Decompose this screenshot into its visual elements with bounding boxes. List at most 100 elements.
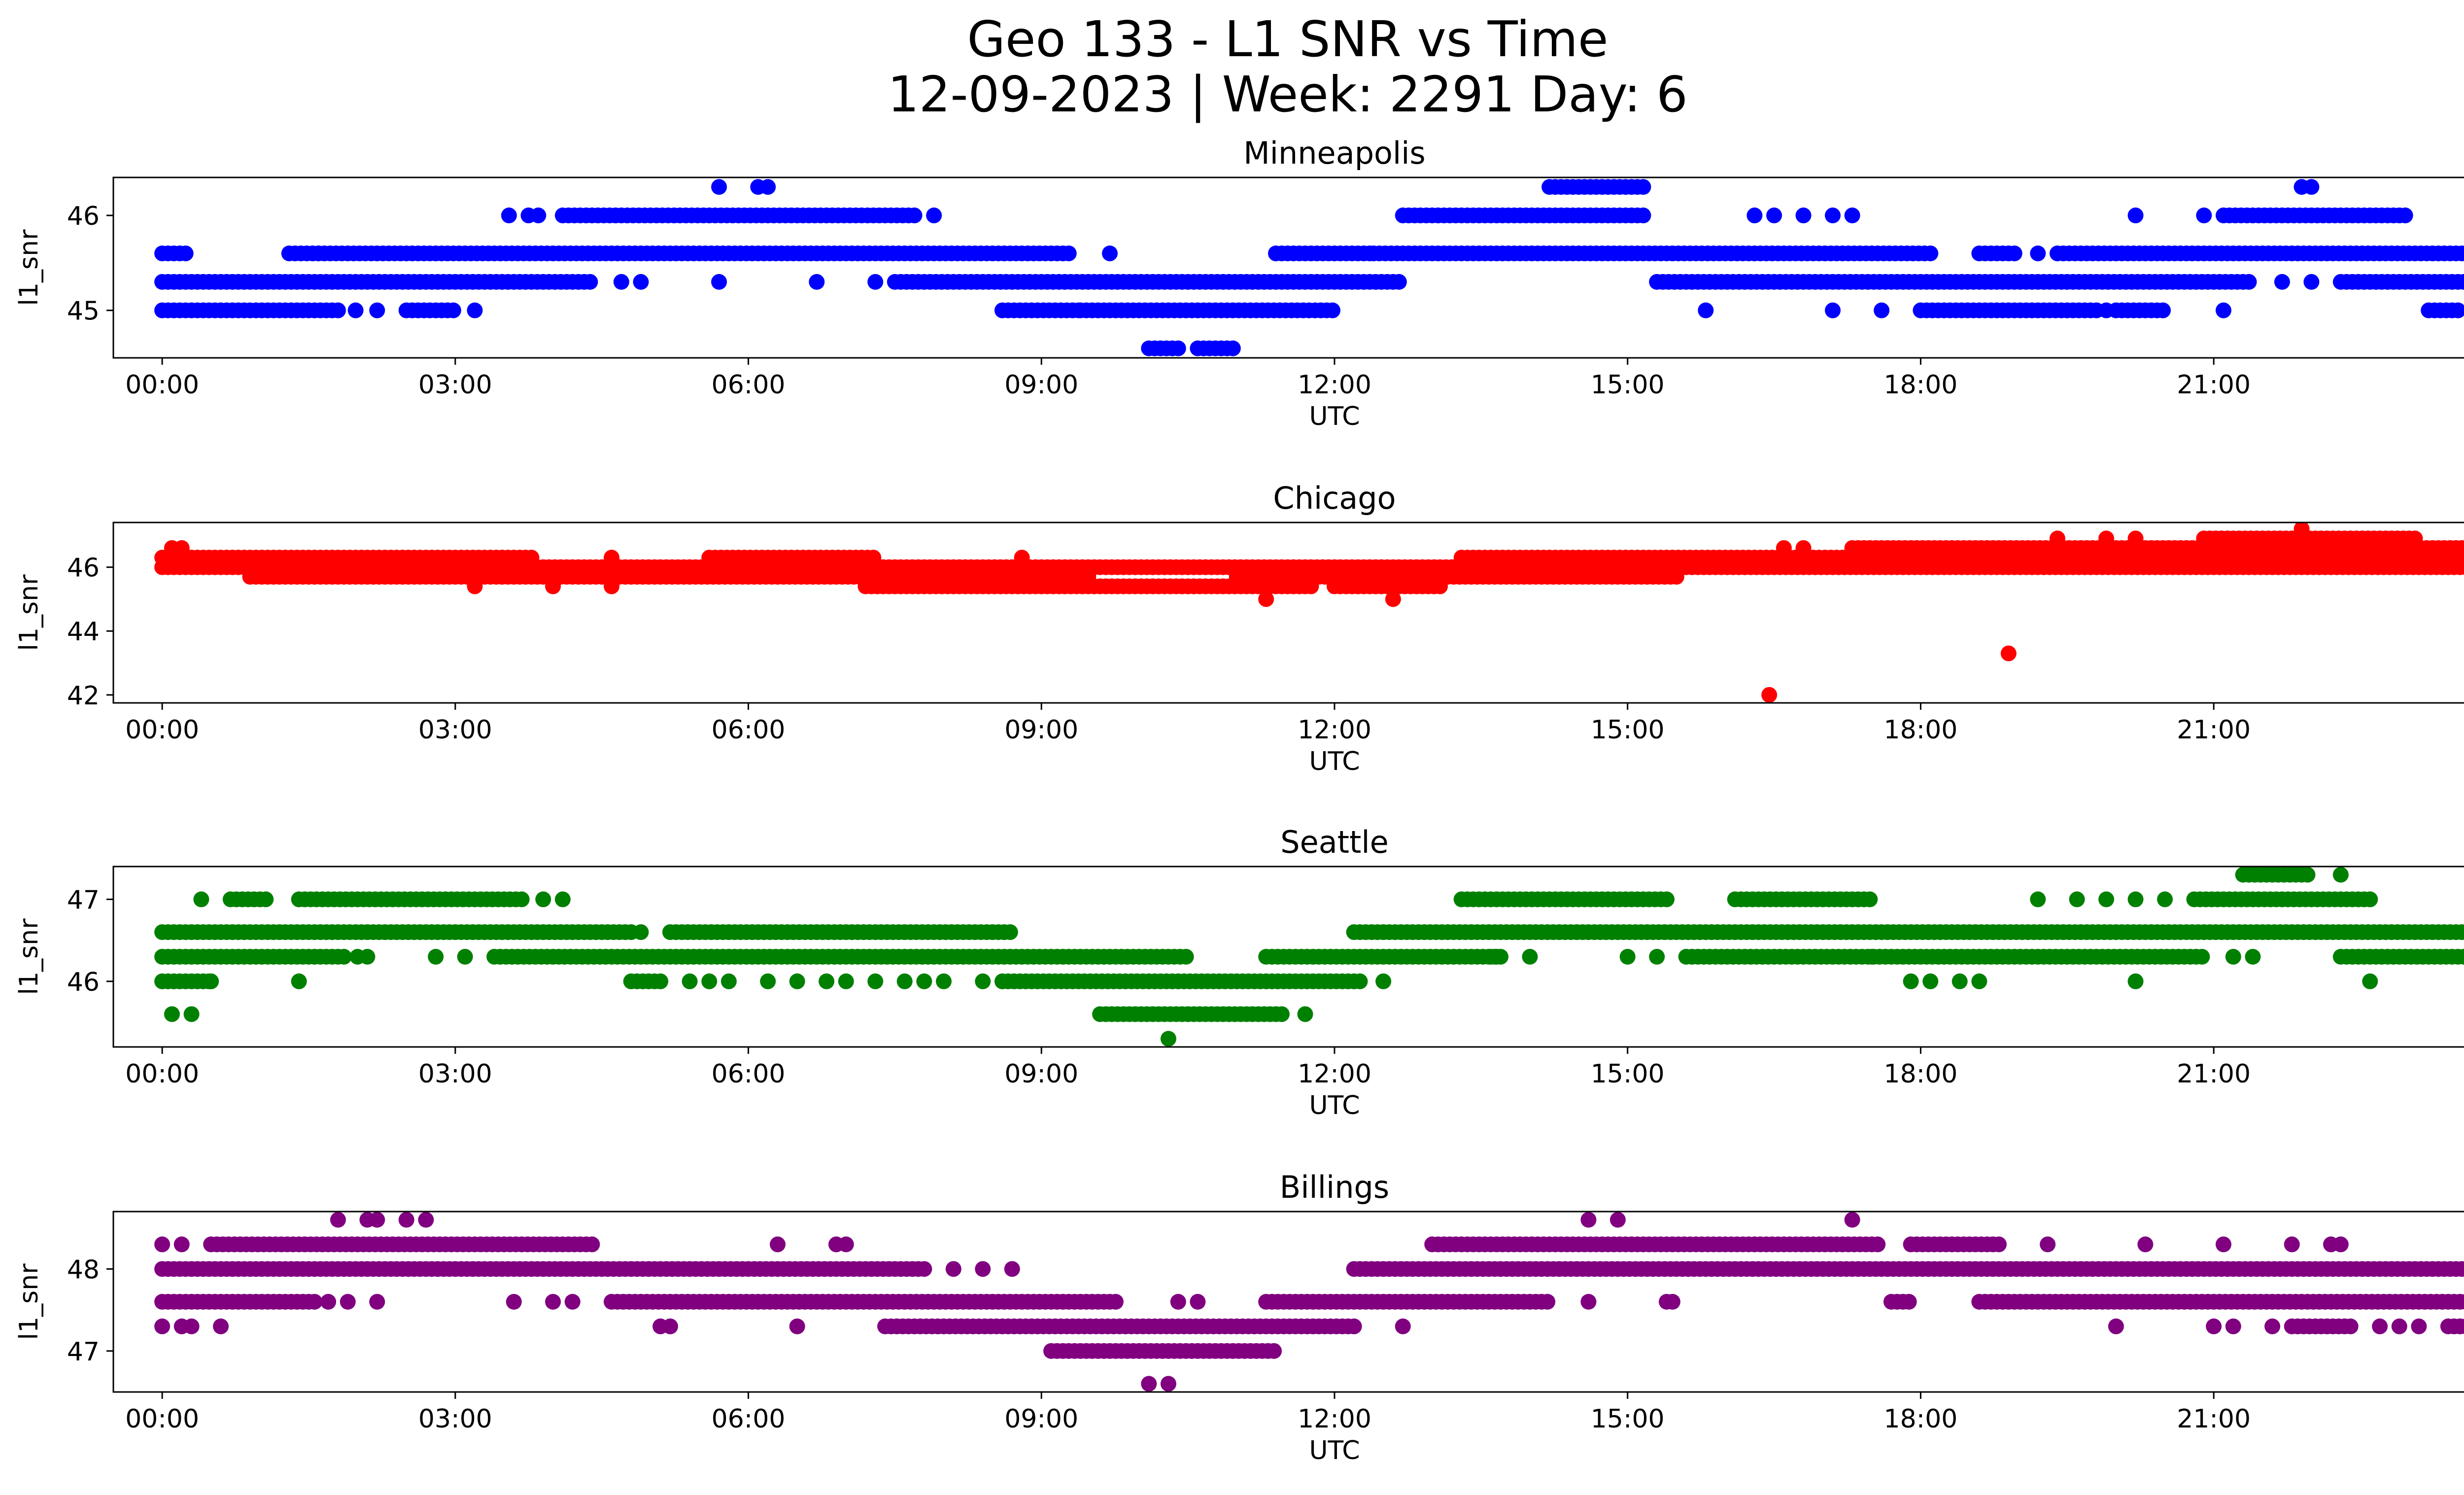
data-point (720, 973, 737, 989)
data-point (1795, 540, 1812, 556)
data-point (1580, 1212, 1597, 1228)
data-point (2460, 246, 2464, 261)
data-point (177, 245, 194, 262)
data-point (1352, 973, 1368, 989)
y-tick-label: 44 (67, 617, 100, 647)
data-point (1901, 1294, 1917, 1310)
data-point (1385, 591, 1401, 607)
data-point (467, 578, 483, 594)
data-point (1825, 302, 1841, 318)
data-point (545, 1294, 561, 1310)
x-tick-label: 03:00 (418, 370, 492, 400)
data-point (2155, 302, 2171, 318)
data-point (789, 973, 805, 989)
y-tick-label: 46 (67, 554, 100, 583)
data-point (1395, 1318, 1411, 1334)
data-point (1273, 1006, 1290, 1022)
data-point (613, 274, 629, 290)
data-points (154, 522, 2464, 703)
x-axis-label: UTC (1309, 747, 1360, 776)
data-point (2206, 1318, 2222, 1334)
data-point (867, 274, 884, 290)
x-tick-label: 21:00 (2177, 1059, 2251, 1089)
data-points (154, 867, 2464, 1047)
data-point (501, 208, 517, 224)
axes-frame (112, 176, 2464, 359)
data-point (506, 1294, 522, 1310)
x-tick-label: 15:00 (1591, 370, 1665, 400)
subplot-minneapolis: Minneapolis 00:00 03:00 06:00 09:00 12:00 15:0… (14, 135, 2464, 431)
x-tick-label: 15:00 (1591, 1059, 1665, 1089)
data-point (2456, 949, 2464, 965)
data-point (1862, 891, 1878, 907)
data-point (428, 949, 444, 965)
data-point (1297, 1006, 1313, 1022)
x-tick-label: 06:00 (712, 1059, 786, 1089)
data-point (1922, 245, 1939, 262)
data-point (183, 1318, 200, 1334)
y-axis-label: l1_snr (14, 574, 44, 651)
y-tick-label: 46 (67, 202, 100, 231)
data-point (445, 302, 461, 318)
subplot-billings: Billings 00:00 03:00 06:00 09:00 12:00 15:00 18… (14, 1169, 2464, 1465)
data-point (2397, 208, 2413, 224)
data-point (975, 973, 991, 989)
data-point (1903, 973, 1919, 989)
data-point (838, 1236, 854, 1252)
subplot-seattle: Seattle 00:00 03:00 06:00 09:00 12:00 15:00 18:… (14, 824, 2464, 1120)
data-point (336, 949, 352, 965)
data-point (1489, 949, 1505, 965)
data-point (916, 973, 932, 989)
data-point (164, 1006, 180, 1022)
x-tick-label: 06:00 (712, 1404, 786, 1434)
y-tick-label: 42 (67, 681, 100, 711)
x-tick-label: 00:00 (125, 370, 199, 400)
data-point (1649, 949, 1665, 965)
data-point (1844, 1212, 1860, 1228)
data-point (330, 1212, 346, 1228)
data-point (2030, 891, 2046, 907)
data-point (1375, 973, 1392, 989)
y-tick-label: 48 (67, 1255, 100, 1285)
data-point (2127, 208, 2144, 224)
data-point (2458, 1319, 2464, 1334)
data-point (1107, 1294, 1124, 1310)
data-point (633, 274, 649, 290)
x-tick-label: 00:00 (125, 715, 199, 745)
data-point (2458, 559, 2464, 575)
data-point (2098, 530, 2115, 547)
data-point (545, 578, 561, 594)
data-point (1951, 973, 1968, 989)
data-point (2194, 949, 2210, 965)
data-point (320, 1294, 337, 1310)
y-tick-label: 46 (67, 968, 100, 997)
x-tick-label: 03:00 (418, 715, 492, 745)
data-point (1609, 1212, 1626, 1228)
data-point (2362, 973, 2378, 989)
data-point (1776, 540, 1792, 556)
data-point (1761, 687, 1778, 703)
data-point (467, 302, 483, 318)
data-point (2332, 867, 2349, 883)
data-point (398, 1212, 414, 1228)
data-point (564, 1294, 581, 1310)
data-point (554, 891, 571, 907)
data-point (1522, 949, 1538, 965)
data-point (183, 1006, 200, 1022)
data-point (1432, 578, 1448, 594)
x-tick-label: 21:00 (2177, 370, 2251, 400)
x-tick-label: 21:00 (2177, 1404, 2251, 1434)
x-tick-label: 03:00 (418, 1059, 492, 1089)
y-tick-label: 45 (67, 297, 100, 326)
data-point (809, 274, 825, 290)
data-point (1540, 1294, 1556, 1310)
data-point (2040, 1236, 2056, 1252)
data-point (789, 1318, 805, 1334)
data-point (2108, 1318, 2124, 1334)
data-point (711, 179, 727, 195)
data-point (2462, 276, 2464, 287)
data-point (307, 1294, 323, 1310)
data-point (1170, 340, 1186, 356)
